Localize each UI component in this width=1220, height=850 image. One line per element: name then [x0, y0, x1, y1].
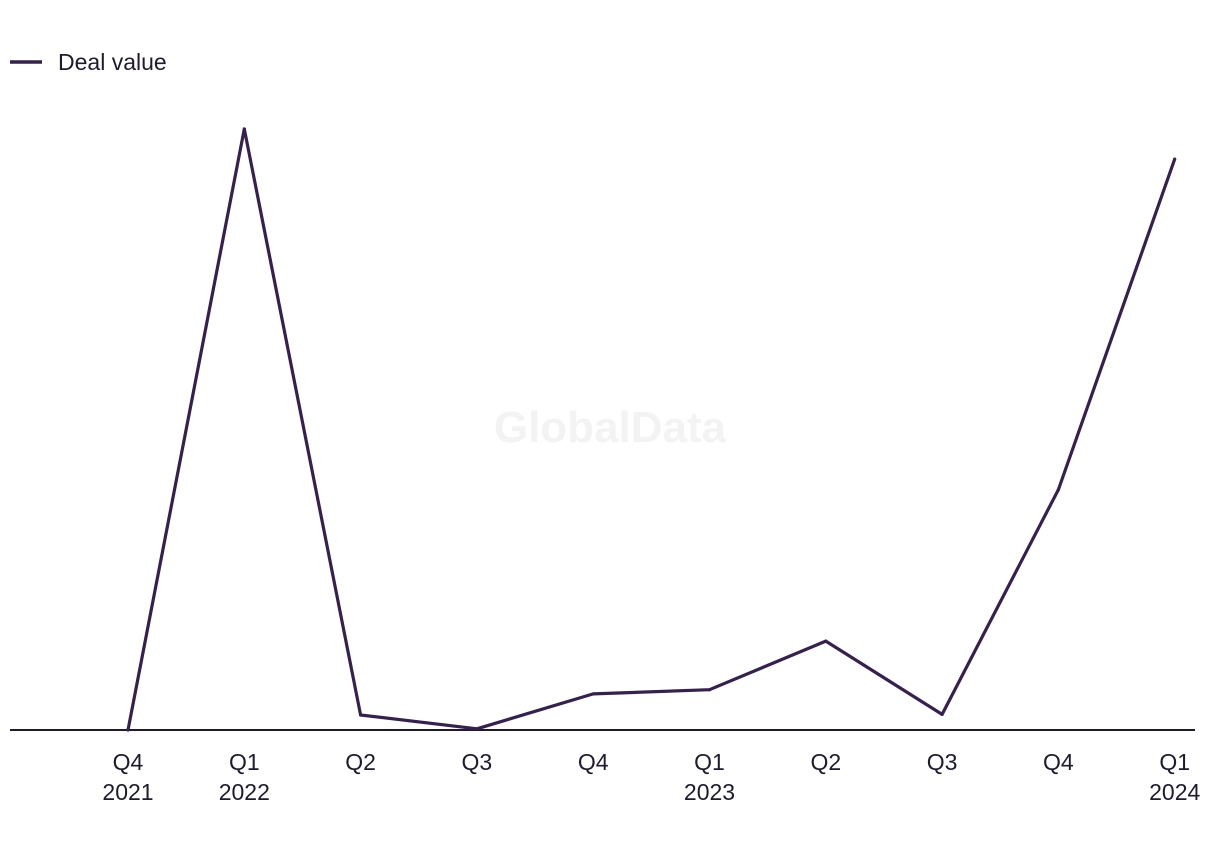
legend-label: Deal value: [58, 49, 167, 75]
data-point: [824, 639, 828, 643]
x-tick-label: Q2: [345, 749, 376, 775]
series-layer: [126, 127, 1177, 732]
data-point: [126, 728, 130, 732]
x-tick-label: Q3: [462, 749, 493, 775]
x-tick-label: Q1: [1159, 749, 1190, 775]
data-point: [940, 712, 944, 716]
x-tick-label: Q4: [578, 749, 609, 775]
watermark: GlobalData: [494, 403, 727, 452]
data-point: [1173, 157, 1177, 161]
x-tick-label: Q1: [694, 749, 725, 775]
x-tick-year-label: 2022: [219, 779, 270, 805]
data-point: [242, 127, 246, 131]
x-tick-year-label: 2023: [684, 779, 735, 805]
x-tick-year-label: 2021: [102, 779, 153, 805]
data-point: [1056, 488, 1060, 492]
legend: Deal value: [10, 49, 167, 75]
x-tick-label: Q4: [1043, 749, 1074, 775]
data-point: [591, 692, 595, 696]
x-tick-year-label: 2024: [1149, 779, 1200, 805]
data-point: [475, 727, 479, 731]
x-axis-ticks: Q4 2021 Q1 2022 Q2 Q3 Q4 Q1 2023 Q2 Q3 Q4 Q1 2024: [102, 749, 1200, 805]
series-line: [126, 127, 1177, 731]
data-point: [707, 688, 712, 692]
x-tick-label: Q1: [229, 749, 260, 775]
x-tick-label: Q2: [810, 749, 841, 775]
x-tick-label: Q3: [927, 749, 958, 775]
x-tick-label: Q4: [113, 749, 144, 775]
data-point: [359, 713, 363, 717]
